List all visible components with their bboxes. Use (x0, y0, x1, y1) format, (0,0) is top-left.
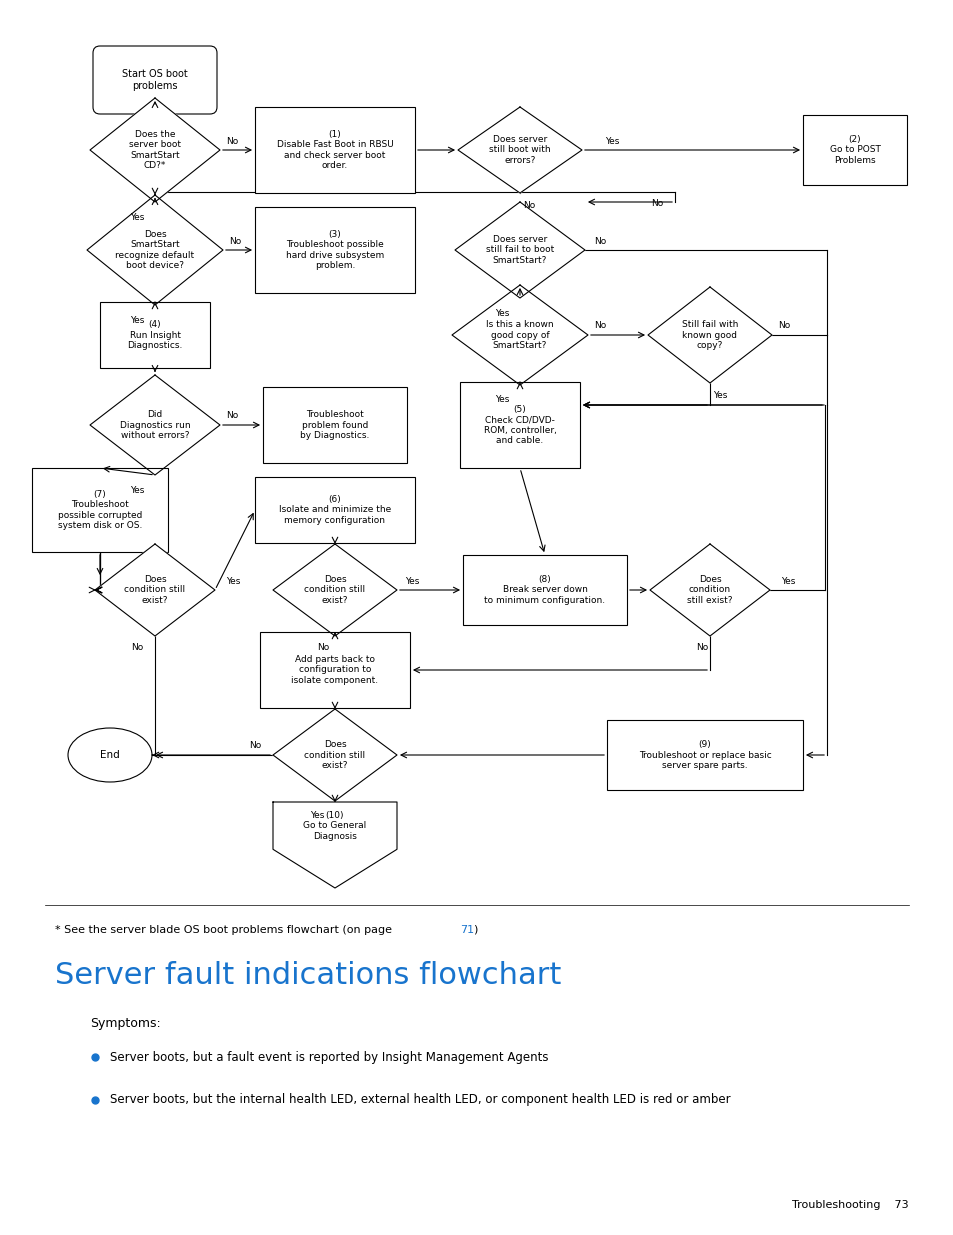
Text: Server boots, but a fault event is reported by Insight Management Agents: Server boots, but a fault event is repor… (110, 1051, 548, 1063)
Text: Troubleshoot
problem found
by Diagnostics.: Troubleshoot problem found by Diagnostic… (300, 410, 370, 440)
Polygon shape (90, 98, 220, 203)
Text: Does the
server boot
SmartStart
CD?*: Does the server boot SmartStart CD?* (129, 130, 181, 170)
Text: Yes: Yes (712, 390, 726, 399)
Text: Troubleshooting    73: Troubleshooting 73 (791, 1200, 907, 1210)
Text: No: No (650, 200, 662, 209)
Polygon shape (87, 195, 223, 305)
Text: (6)
Isolate and minimize the
memory configuration: (6) Isolate and minimize the memory conf… (278, 495, 391, 525)
Text: No: No (594, 236, 605, 246)
Text: (1)
Disable Fast Boot in RBSU
and check server boot
order.: (1) Disable Fast Boot in RBSU and check … (276, 130, 393, 170)
Text: (9)
Troubleshoot or replace basic
server spare parts.: (9) Troubleshoot or replace basic server… (638, 740, 771, 769)
Text: (5)
Check CD/DVD-
ROM, controller,
and cable.: (5) Check CD/DVD- ROM, controller, and c… (483, 405, 556, 445)
Text: Does server
still boot with
errors?: Does server still boot with errors? (489, 135, 550, 165)
Text: (8)
Break server down
to minimum configuration.: (8) Break server down to minimum configu… (484, 576, 605, 605)
Text: No: No (777, 321, 789, 331)
Text: Symptoms:: Symptoms: (90, 1016, 161, 1030)
Polygon shape (457, 107, 581, 193)
Polygon shape (649, 543, 769, 636)
Text: Did
Diagnostics run
without errors?: Did Diagnostics run without errors? (119, 410, 190, 440)
Text: No: No (226, 137, 238, 146)
Text: Yes: Yes (404, 577, 418, 585)
Text: Yes: Yes (226, 577, 240, 585)
Text: Add parts back to
configuration to
isolate component.: Add parts back to configuration to isola… (291, 655, 378, 685)
Text: Does
condition still
exist?: Does condition still exist? (124, 576, 186, 605)
Polygon shape (273, 802, 396, 888)
Text: Still fail with
known good
copy?: Still fail with known good copy? (681, 320, 738, 350)
FancyBboxPatch shape (254, 477, 415, 543)
FancyBboxPatch shape (254, 207, 415, 293)
Text: Is this a known
good copy of
SmartStart?: Is this a known good copy of SmartStart? (486, 320, 554, 350)
Text: * See the server blade OS boot problems flowchart (on page: * See the server blade OS boot problems … (55, 925, 395, 935)
Polygon shape (95, 543, 214, 636)
Text: ): ) (473, 925, 476, 935)
Text: (3)
Troubleshoot possible
hard drive subsystem
problem.: (3) Troubleshoot possible hard drive sub… (286, 230, 384, 270)
Text: No: No (695, 643, 707, 652)
Text: No: No (316, 643, 329, 652)
Text: Yes: Yes (130, 214, 144, 222)
FancyBboxPatch shape (100, 303, 210, 368)
FancyBboxPatch shape (462, 555, 626, 625)
Text: Yes: Yes (604, 137, 618, 146)
Text: Yes: Yes (130, 315, 144, 325)
Text: No: No (249, 741, 261, 751)
Text: (2)
Go to POST
Problems: (2) Go to POST Problems (829, 135, 880, 165)
Polygon shape (452, 285, 587, 385)
Text: Start OS boot
problems: Start OS boot problems (122, 69, 188, 91)
Text: Does server
still fail to boot
SmartStart?: Does server still fail to boot SmartStar… (485, 235, 554, 264)
Polygon shape (90, 375, 220, 475)
Polygon shape (273, 709, 396, 802)
Text: No: No (229, 236, 241, 246)
Text: Does
condition
still exist?: Does condition still exist? (686, 576, 732, 605)
Text: Yes: Yes (130, 485, 144, 494)
Text: (7)
Troubleshoot
possible corrupted
system disk or OS.: (7) Troubleshoot possible corrupted syst… (58, 490, 142, 530)
Text: No: No (594, 321, 605, 331)
Text: Server fault indications flowchart: Server fault indications flowchart (55, 961, 560, 989)
Text: Yes: Yes (495, 395, 509, 405)
Text: Server boots, but the internal health LED, external health LED, or component hea: Server boots, but the internal health LE… (110, 1093, 730, 1107)
Text: No: No (131, 643, 143, 652)
FancyBboxPatch shape (32, 468, 168, 552)
FancyBboxPatch shape (459, 382, 579, 468)
Text: Yes: Yes (495, 309, 509, 317)
Text: No: No (226, 411, 238, 420)
Text: Does
condition still
exist?: Does condition still exist? (304, 740, 365, 769)
Text: (10)
Go to General
Diagnosis: (10) Go to General Diagnosis (303, 810, 366, 841)
Polygon shape (647, 287, 771, 383)
Text: Does
condition still
exist?: Does condition still exist? (304, 576, 365, 605)
Polygon shape (455, 203, 584, 298)
FancyBboxPatch shape (254, 107, 415, 193)
Text: End: End (100, 750, 120, 760)
Text: (4)
Run Insight
Diagnostics.: (4) Run Insight Diagnostics. (127, 320, 182, 350)
Text: Yes: Yes (780, 577, 795, 585)
Text: Yes: Yes (310, 810, 324, 820)
Text: No: No (522, 200, 535, 210)
FancyBboxPatch shape (606, 720, 802, 790)
Polygon shape (273, 543, 396, 636)
FancyBboxPatch shape (802, 115, 906, 185)
Text: 71: 71 (459, 925, 474, 935)
FancyBboxPatch shape (260, 632, 410, 708)
FancyBboxPatch shape (92, 46, 216, 114)
FancyBboxPatch shape (263, 387, 407, 463)
Text: Does
SmartStart
recognize default
boot device?: Does SmartStart recognize default boot d… (115, 230, 194, 270)
Ellipse shape (68, 727, 152, 782)
